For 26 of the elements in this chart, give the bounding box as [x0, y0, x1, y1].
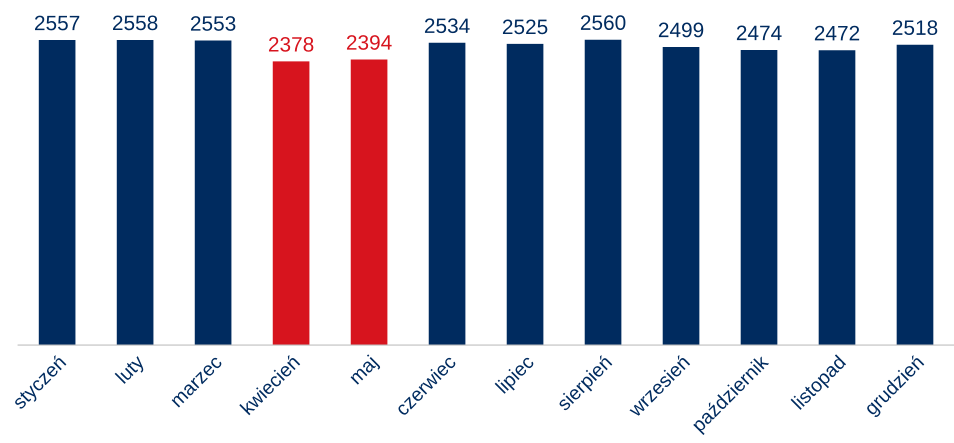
data-label: 2525: [502, 19, 548, 34]
data-label: 2472: [814, 26, 860, 40]
data-label: 2558: [112, 16, 158, 30]
bar: [818, 50, 856, 346]
data-label: 2560: [580, 15, 626, 30]
data-label: 2534: [424, 18, 470, 34]
data-label: 2394: [346, 35, 392, 50]
bar: [350, 60, 388, 346]
data-label: 2378: [268, 36, 314, 52]
data-label: 2518: [892, 20, 938, 36]
data-label: 2553: [190, 16, 236, 31]
bar: [272, 61, 310, 346]
data-label: 2474: [736, 26, 782, 40]
bar: [584, 40, 622, 346]
data-label: 2499: [658, 22, 704, 38]
bar: [116, 40, 154, 346]
bar: [662, 46, 700, 346]
bar: [194, 40, 232, 346]
bar: [896, 44, 934, 346]
x-tick-label: luty: [114, 353, 148, 387]
bar: [506, 44, 544, 346]
data-label: 2557: [35, 16, 80, 30]
bar: [740, 50, 778, 346]
bar: [428, 42, 466, 346]
x-tick-label: maj: [348, 354, 381, 388]
bar: [38, 40, 76, 346]
